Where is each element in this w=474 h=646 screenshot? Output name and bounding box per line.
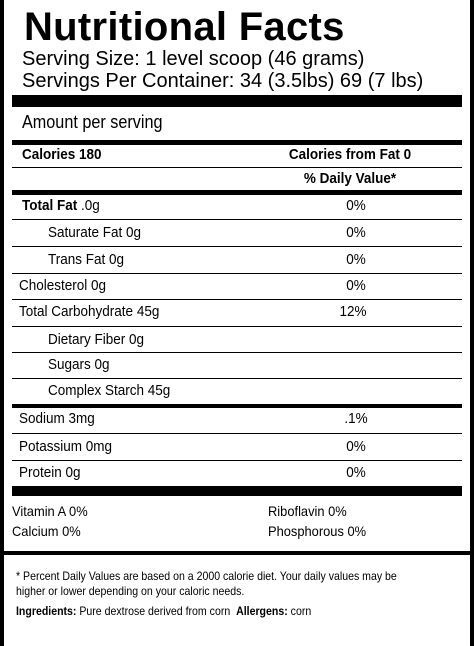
nutrient-name: Dietary Fiber 0g [48,331,145,348]
ingredients-label: Ingredients: [16,604,77,618]
calcium: Calcium 0% [12,523,81,539]
label-title: Nutritional Facts [24,5,345,49]
allergens-text: corn [287,604,312,618]
servings-per-container: Servings Per Container: 34 (3.5lbs) 69 (… [22,70,424,92]
divider-line [12,326,462,327]
divider-line [12,378,462,379]
nutrient-name: Potassium 0mg [19,438,113,455]
daily-value-header: % Daily Value* [303,170,397,187]
divider-line [12,167,462,168]
ingredients-line: Ingredients: Pure dextrose derived from … [16,604,311,619]
nutrient-name: Protein 0g [19,464,81,481]
nutrient-dv: 0% [346,464,366,481]
nutrient-name: Complex Starch 45g [48,382,171,399]
divider-line [12,273,462,274]
nutrient-dv: 0% [346,277,366,294]
vitamin-a: Vitamin A 0% [12,503,88,519]
nutrient-name: Total Carbohydrate 45g [19,303,160,320]
nutrient-dv: 0% [346,251,366,268]
divider-line [12,460,462,461]
nutrient-name: Total Fat [22,197,78,214]
divider-medium [12,404,462,408]
divider-line [12,219,462,220]
nutrient-name: Sodium 3mg [19,410,95,427]
nutrient-amount: .0g [77,197,100,214]
nutrient-name: Sugars 0g [48,356,110,373]
nutrient-dv: 12% [339,303,367,320]
nutrition-label: Nutritional Facts Serving Size: 1 level … [4,0,470,646]
divider-medium [4,551,470,555]
nutrient-row: Total Fat .0g [22,197,100,215]
divider-line [12,299,462,300]
ingredients-text: Pure dextrose derived from corn [76,604,231,618]
phosphorous: Phosphorous 0% [268,523,367,539]
divider-line [12,246,462,247]
divider-line [12,433,462,434]
divider-medium [12,190,462,195]
nutrient-dv: 0% [346,197,366,214]
nutrient-dv: .1% [344,410,368,427]
calories: Calories 180 [22,146,102,163]
footnote: * Percent Daily Values are based on a 20… [16,569,397,598]
amount-per-serving: Amount per serving [22,112,163,132]
divider-thick [12,95,462,107]
divider-line [12,352,462,353]
nutrient-name: Cholesterol 0g [19,277,107,294]
divider-medium [12,140,462,145]
calories-from-fat: Calories from Fat 0 [288,146,412,163]
riboflavin: Riboflavin 0% [268,503,347,519]
serving-size: Serving Size: 1 level scoop (46 grams) [22,48,365,70]
allergens-label: Allergens: [236,604,288,618]
nutrient-name: Trans Fat 0g [48,251,125,268]
divider-thick [12,486,462,496]
nutrient-dv: 0% [346,224,366,241]
nutrient-dv: 0% [346,438,366,455]
nutrient-name: Saturate Fat 0g [48,224,142,241]
